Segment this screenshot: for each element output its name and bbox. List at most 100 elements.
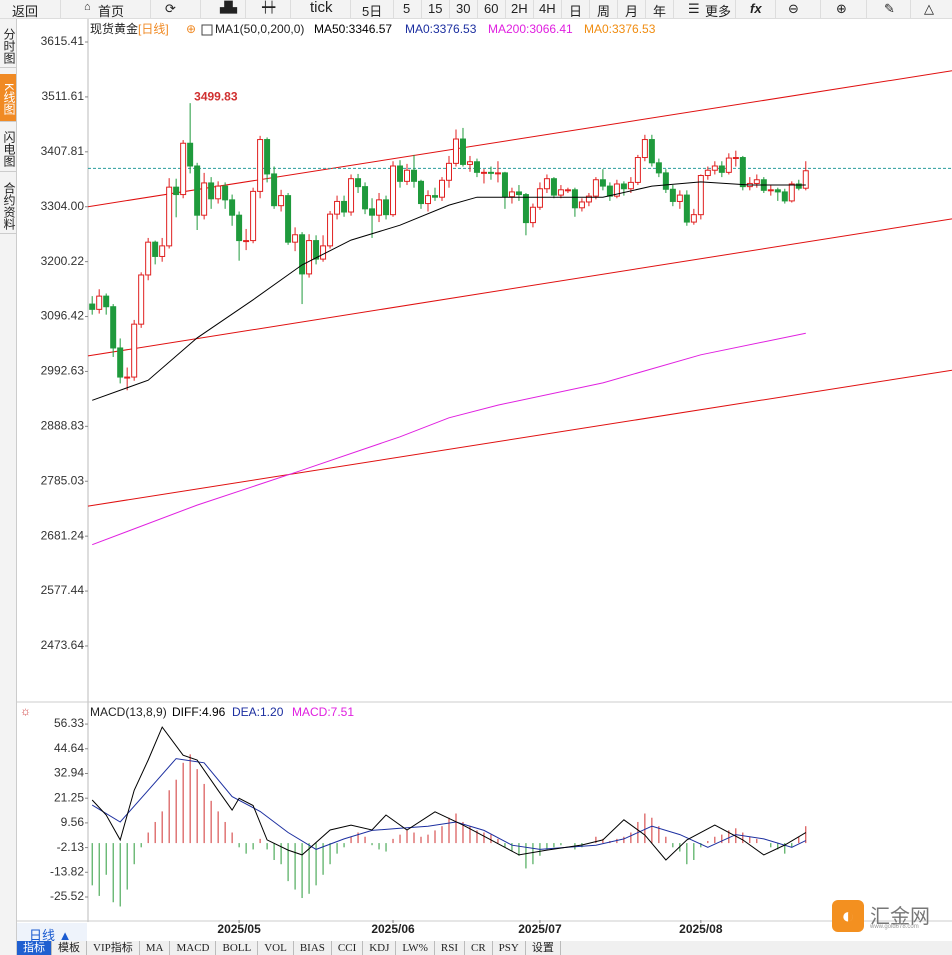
period-button[interactable]: 4H xyxy=(539,1,556,16)
indicator-tab[interactable]: 设置 xyxy=(526,941,561,955)
period-button[interactable]: 2H xyxy=(511,1,528,16)
candle-body xyxy=(117,347,124,378)
period-button[interactable]: 5 xyxy=(403,1,411,16)
alert-tool[interactable]: △ xyxy=(924,1,934,16)
separator xyxy=(150,0,151,19)
candle-body xyxy=(690,214,697,223)
high-label: 3499.83 xyxy=(194,89,238,103)
period-button[interactable]: 60 xyxy=(484,1,499,16)
candle-body xyxy=(599,179,606,187)
candle-body xyxy=(243,240,250,243)
separator xyxy=(350,0,351,19)
candle-body xyxy=(697,175,704,216)
candle-body xyxy=(704,169,711,177)
period-button[interactable]: 30 xyxy=(456,1,471,16)
side-tab[interactable]: K线图 xyxy=(0,74,16,122)
zoom-out[interactable]: ⊖ xyxy=(788,1,799,16)
candle-body xyxy=(732,157,739,160)
trend-line xyxy=(87,218,952,357)
period-button[interactable]: 月 xyxy=(625,4,639,19)
candle-body xyxy=(110,306,117,349)
more-button[interactable]: 更多 xyxy=(705,4,732,19)
candle-body xyxy=(376,199,383,216)
candle-body xyxy=(515,191,522,196)
indicator-tab[interactable]: MA xyxy=(140,941,171,955)
draw-tool[interactable]: ✎ xyxy=(884,1,895,16)
candle-body xyxy=(508,191,515,198)
y-tick-label: 2473.64 xyxy=(41,638,85,652)
candle-body xyxy=(222,185,229,201)
indicator-tab[interactable]: LW% xyxy=(396,941,435,955)
separator xyxy=(200,0,201,19)
legend-icon: ⊕ xyxy=(186,22,196,36)
zoom-in[interactable]: ⊕ xyxy=(836,1,847,16)
side-tab[interactable]: 闪电图 xyxy=(0,124,16,172)
legend-item: DIFF:4.96 xyxy=(172,705,226,719)
x-tick-label: 2025/07 xyxy=(518,922,562,936)
home-button[interactable]: 首页 xyxy=(98,4,125,19)
candle-body xyxy=(452,138,459,164)
candle-body xyxy=(411,169,418,182)
period-button[interactable]: 5日 xyxy=(362,4,383,19)
candle-body xyxy=(606,185,613,197)
indicator-tab[interactable]: PSY xyxy=(493,941,526,955)
separator xyxy=(421,0,422,19)
y-tick-label: 2577.44 xyxy=(41,583,85,597)
candle-body xyxy=(634,157,641,183)
period-button[interactable]: 年 xyxy=(653,4,667,19)
refresh-icon[interactable]: ⟳ xyxy=(165,1,176,16)
candle-body xyxy=(271,173,278,207)
candle-body xyxy=(348,178,355,213)
period-selector[interactable]: 日线 ▲ xyxy=(17,923,87,943)
indicator-tab[interactable]: VIP指标 xyxy=(87,941,140,955)
indicator-tab[interactable]: CR xyxy=(465,941,493,955)
candle-body xyxy=(585,195,592,203)
indicator-tab[interactable]: 模板 xyxy=(52,941,87,955)
period-button[interactable]: 周 xyxy=(597,4,611,19)
back-button[interactable]: 返回 xyxy=(12,4,39,19)
indicator-tab[interactable]: MACD xyxy=(170,941,217,955)
candle-body xyxy=(404,169,411,182)
candle-body xyxy=(173,186,180,196)
x-tick-label: 2025/06 xyxy=(371,922,415,936)
y-tick-label: -2.13 xyxy=(57,840,85,854)
candle-body xyxy=(327,213,334,247)
candle-body xyxy=(229,199,236,216)
x-tick-label: 2025/08 xyxy=(679,922,723,936)
indicator-tab[interactable]: 指标 xyxy=(17,941,52,955)
fx-button[interactable]: fx xyxy=(750,1,762,16)
indicator-tab[interactable]: CCI xyxy=(332,941,364,955)
indicator-tab[interactable]: BIAS xyxy=(294,941,332,955)
indicator-tab[interactable]: KDJ xyxy=(363,941,397,955)
ma-line xyxy=(92,181,806,401)
candle-body xyxy=(369,208,376,216)
side-tab[interactable]: 分时图 xyxy=(0,22,16,68)
y-tick-label: 56.33 xyxy=(54,716,84,730)
legend-period: [日线] xyxy=(138,22,169,36)
chart-icon[interactable]: ▟▙ xyxy=(220,2,237,14)
separator xyxy=(245,0,246,19)
candle-body xyxy=(362,186,369,210)
side-tab[interactable]: 合约资料 xyxy=(0,176,16,234)
indicator-tab[interactable]: BOLL xyxy=(216,941,259,955)
candle-body xyxy=(152,241,159,257)
indicator-tab[interactable]: VOL xyxy=(258,941,294,955)
candle-body xyxy=(459,138,466,165)
candle-body xyxy=(662,172,669,190)
candle-body xyxy=(683,194,690,223)
candle-body xyxy=(431,195,438,198)
candle-body xyxy=(159,245,166,257)
indicator-tab[interactable]: RSI xyxy=(435,941,465,955)
candle-body xyxy=(718,165,725,173)
period-button[interactable]: 15 xyxy=(428,1,443,16)
tick-button[interactable]: tick xyxy=(310,0,333,16)
candle-body xyxy=(655,162,662,174)
separator xyxy=(561,0,562,19)
y-tick-label: 2785.03 xyxy=(41,473,85,487)
candle-body xyxy=(739,157,746,188)
candle-body xyxy=(320,245,327,260)
separator xyxy=(505,0,506,19)
candle-icon[interactable]: ┿┿ xyxy=(262,2,276,14)
candle-body xyxy=(292,234,299,243)
period-button[interactable]: 日 xyxy=(569,4,583,19)
